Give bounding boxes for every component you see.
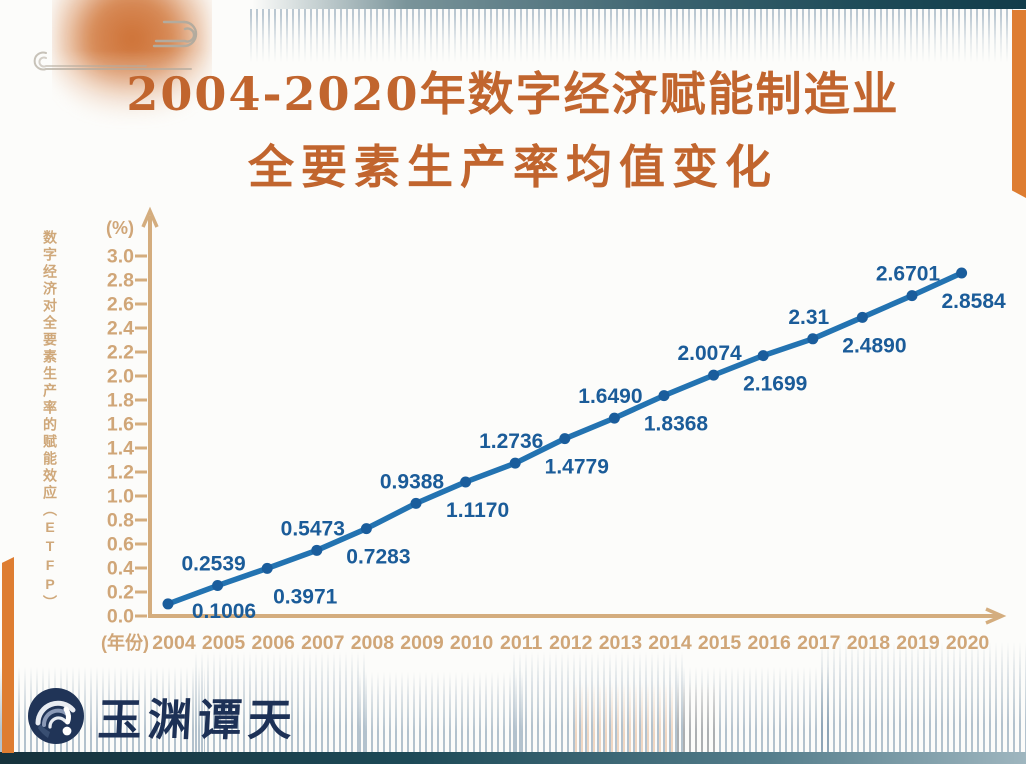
x-tick-label: 2012 (549, 632, 593, 654)
x-tick-label: 2005 (202, 632, 246, 654)
data-point (856, 311, 868, 323)
orange-accent-left (2, 557, 14, 753)
page-title: 2004-2020年数字经济赋能制造业 全要素生产率均值变化 (0, 58, 1026, 204)
data-point-label: 1.1170 (446, 499, 509, 522)
data-point (360, 523, 372, 535)
stripe-pattern-bottom (359, 672, 524, 752)
page-title-line2: 全要素生产率均值变化 (248, 140, 778, 194)
x-tick-label: 2020 (946, 632, 990, 654)
y-axis-arrow (141, 206, 159, 228)
y-tick-label: 2.6 (107, 294, 134, 316)
y-tick-label: 0.2 (107, 582, 134, 604)
x-tick-label: 2009 (400, 632, 444, 654)
y-axis-unit: (%) (106, 218, 134, 238)
x-tick-label: 2014 (648, 632, 692, 654)
x-tick-label: 2013 (599, 632, 643, 654)
x-tick-label: 2017 (797, 632, 840, 654)
data-point-label: 0.5473 (281, 517, 345, 540)
x-tick-label: 2011 (500, 632, 542, 654)
orange-accent-right (1012, 10, 1026, 198)
y-tick-label: 1.6 (107, 414, 134, 436)
data-point (956, 267, 968, 279)
data-point (261, 562, 273, 574)
x-tick-label: 2015 (698, 632, 742, 654)
cloud-icon (33, 51, 192, 71)
data-point (162, 598, 174, 610)
x-axis-arrow (985, 607, 1007, 625)
data-point (708, 369, 720, 381)
data-point-label: 0.3971 (273, 585, 338, 608)
data-points (162, 267, 968, 610)
data-point-label: 2.31 (788, 306, 829, 329)
y-tick-label: 1.4 (107, 438, 134, 460)
data-point (658, 390, 670, 402)
x-axis: (年份) 2004 2005 2006 2007 2008 2009 2010 2011 2012… (101, 632, 989, 654)
stripe-pattern-bottom (820, 642, 1026, 752)
data-point (757, 350, 769, 362)
data-point-label: 0.1006 (192, 600, 256, 623)
y-tick-label: 1.0 (107, 486, 134, 508)
logo: 玉渊谭天 (26, 684, 300, 748)
y-tick-label: 1.2 (107, 462, 134, 484)
stripe-pattern-bottom (677, 667, 832, 752)
y-tick-label: 2.8 (107, 270, 134, 292)
stripe-pattern-bottom (194, 652, 370, 752)
data-point (559, 433, 571, 445)
logo-icon (28, 688, 84, 744)
y-tick-label: 0.0 (107, 606, 134, 628)
data-point-label: 1.6490 (578, 385, 642, 408)
data-point-label: 0.2539 (181, 553, 245, 576)
data-point-label: 2.4890 (842, 334, 906, 357)
x-tick-label: 2007 (301, 632, 344, 654)
x-tick-label: 2004 (152, 632, 196, 654)
data-point-label: 0.7283 (346, 546, 410, 569)
data-point-label: 0.9388 (380, 470, 445, 493)
x-tick-label: 2016 (748, 632, 792, 654)
data-point-label: 2.1699 (743, 373, 807, 396)
y-tick-label: 3.0 (107, 246, 134, 268)
data-point (608, 412, 620, 424)
axes (141, 206, 1007, 625)
top-bar (252, 0, 1026, 9)
data-point-label: 1.2736 (479, 430, 543, 453)
data-point (212, 580, 224, 592)
y-axis: 0.00.20.40.60.81.01.21.41.61.82.02.22.42… (106, 218, 147, 628)
x-tick-label: 2008 (351, 632, 395, 654)
data-point (906, 290, 918, 302)
data-point-label: 1.4779 (545, 456, 609, 479)
y-tick-label: 2.4 (107, 318, 134, 340)
y-tick-label: 0.8 (107, 510, 134, 532)
stripe-pattern-bottom (513, 652, 688, 752)
x-tick-label: 2019 (896, 632, 940, 654)
x-tick-label: 2010 (450, 632, 494, 654)
data-point (509, 457, 521, 469)
x-tick-label: 2018 (847, 632, 891, 654)
data-point-label: 2.6701 (876, 263, 941, 286)
logo-text: 玉渊谭天 (96, 695, 300, 746)
data-point (807, 333, 819, 345)
cloud-icon (152, 20, 198, 48)
data-point-label: 1.8368 (644, 413, 709, 436)
bottom-bar (0, 752, 1026, 764)
y-axis-caption: 数字经济对全要素生产率的赋能效应（ETFP） (42, 230, 58, 612)
data-point-label: 2.8584 (941, 290, 1006, 313)
y-tick-label: 2.2 (107, 342, 134, 364)
y-tick-label: 0.4 (107, 558, 134, 580)
stripe-pattern-top (250, 9, 1013, 65)
data-point (410, 497, 422, 509)
y-tick-label: 2.0 (107, 366, 134, 388)
data-point (311, 544, 323, 556)
data-point (460, 476, 472, 488)
x-tick-label: 2006 (252, 632, 296, 654)
y-tick-label: 1.8 (107, 390, 134, 412)
x-axis-unit: (年份) (101, 632, 149, 653)
y-tick-label: 0.6 (107, 534, 134, 556)
data-point-label: 2.0074 (677, 342, 742, 365)
page-title-line1: 2004-2020年数字经济赋能制造业 (126, 67, 900, 121)
